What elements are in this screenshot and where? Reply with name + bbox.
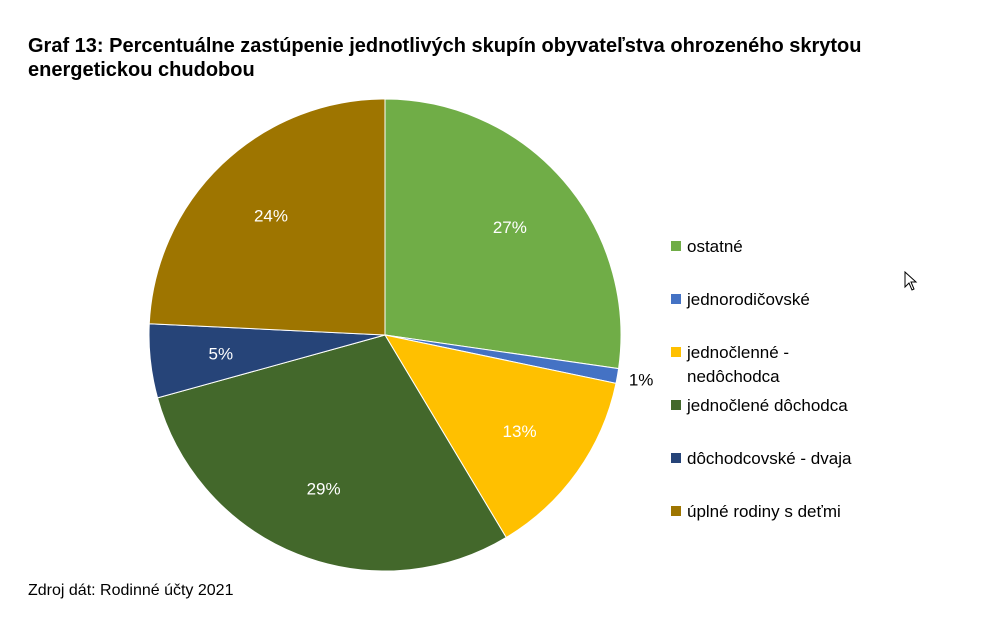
legend-label-dochodcovske-dvaja: dôchodcovské - dvaja — [687, 449, 852, 468]
data-label-ostatne: 27% — [493, 218, 527, 237]
pie-data-labels: 27% 1% 13% 29% 5% 24% — [209, 206, 654, 498]
data-label-dochodcovske-dvaja: 5% — [209, 344, 234, 363]
legend-swatch-dochodcovske-dvaja — [671, 453, 681, 463]
pie-slice-uplne-rodiny-s-detmi — [148, 98, 386, 336]
pie-slice-jednoclenne-nedochodca — [383, 334, 617, 539]
legend-label-jednorodicovske: jednorodičovské — [686, 290, 810, 309]
data-label-jednorodicovske: 1% — [629, 370, 654, 389]
data-label-uplne-rodiny-s-detmi: 24% — [254, 206, 288, 225]
chart-source: Zdroj dát: Rodinné účty 2021 — [28, 582, 234, 599]
chart-title: Graf 13: Percentuálne zastúpenie jednotl… — [28, 35, 862, 81]
pie-slice-jednoclene-dochodca — [156, 334, 507, 572]
legend-swatch-uplne-rodiny-s-detmi — [671, 506, 681, 516]
legend-swatch-ostatne — [671, 241, 681, 251]
legend-label-ostatne: ostatné — [687, 237, 743, 256]
mouse-pointer-icon — [904, 271, 918, 291]
legend-swatch-jednoclenne-nedochodca — [671, 347, 681, 357]
legend-label-jednoclene-dochodca: jednočlené dôchodca — [686, 396, 848, 415]
legend-label-jednoclenne-nedochodca: jednočlenné -nedôchodca — [686, 343, 789, 386]
legend-swatch-jednorodicovske — [671, 294, 681, 304]
data-label-jednoclenne-nedochodca: 13% — [503, 422, 537, 441]
pie-slice-ostatne — [384, 98, 622, 370]
chart-legend: ostatné jednorodičovské jednočlenné -nedôc… — [671, 237, 852, 521]
legend-swatch-jednoclene-dochodca — [671, 400, 681, 410]
legend-label-uplne-rodiny-s-detmi: úplné rodiny s deťmi — [687, 502, 841, 521]
data-label-jednoclene-dochodca: 29% — [307, 479, 341, 498]
pie-slices — [148, 98, 622, 572]
